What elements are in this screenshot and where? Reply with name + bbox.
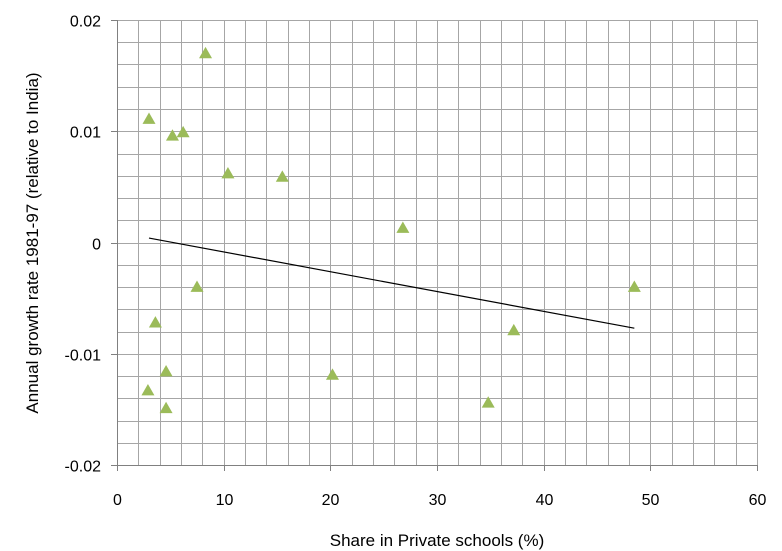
data-point — [190, 280, 204, 292]
y-axis-label: Annual growth rate 1981-97 (relative to … — [23, 72, 42, 413]
y-tick-labels: -0.02 -0.01 0 0.01 0.02 — [65, 14, 117, 476]
x-tick-label: 0 — [113, 492, 122, 509]
y-tick-label: 0 — [92, 237, 101, 254]
grid-lines — [117, 20, 758, 466]
x-tick-label: 50 — [642, 492, 660, 509]
trendline — [148, 237, 635, 329]
data-point — [221, 167, 235, 179]
data-point — [141, 383, 155, 396]
data-point — [507, 323, 521, 336]
x-tick-label: 60 — [749, 492, 767, 509]
data-point — [142, 112, 156, 124]
trendline-group — [148, 237, 635, 329]
y-tick-label: -0.02 — [65, 459, 102, 476]
data-point — [176, 125, 190, 138]
data-point — [165, 129, 179, 141]
x-tick-label: 20 — [322, 492, 340, 509]
data-point — [159, 365, 173, 377]
data-point — [481, 396, 495, 408]
x-tick-labels: 0 10 20 30 40 50 60 — [113, 465, 767, 509]
x-tick-label: 10 — [216, 492, 234, 509]
data-points — [141, 46, 641, 414]
data-point — [275, 170, 289, 182]
x-tick-label: 30 — [429, 492, 447, 509]
y-tick-label: 0.01 — [70, 125, 101, 142]
x-tick-label: 40 — [536, 492, 554, 509]
data-point — [159, 401, 173, 414]
x-axis-label: Share in Private schools (%) — [330, 531, 544, 550]
y-tick-label: -0.01 — [65, 348, 102, 365]
y-tick-label: 0.02 — [70, 14, 101, 31]
data-point — [325, 368, 339, 380]
data-point — [148, 316, 162, 328]
data-point — [627, 280, 641, 292]
data-point — [199, 46, 213, 59]
data-point — [396, 221, 410, 233]
